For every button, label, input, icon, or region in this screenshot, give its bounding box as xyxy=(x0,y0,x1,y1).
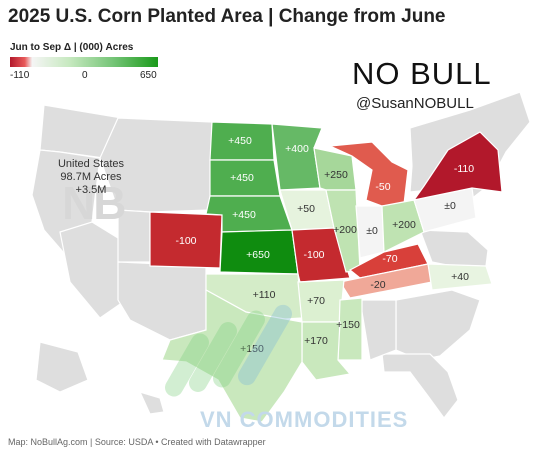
us-total-name: United States xyxy=(57,158,125,170)
us-total-change: +3.5M xyxy=(75,184,107,196)
label-mn: +400 xyxy=(285,143,309,155)
state-labels: +450 +400 +450 +250 -50 -110 +450 +50 +2… xyxy=(175,135,474,355)
label-in: ±0 xyxy=(366,225,378,237)
watermark-stripe-2 xyxy=(189,322,237,392)
label-tx: +150 xyxy=(240,343,264,355)
label-ar: +70 xyxy=(307,295,325,307)
label-nc: +40 xyxy=(451,271,469,283)
state-tx xyxy=(161,288,303,423)
state-ak xyxy=(35,341,89,393)
label-ia: +50 xyxy=(297,203,315,215)
label-ny: -110 xyxy=(454,163,474,175)
vn-commodities-watermark: VN COMMODITIES xyxy=(200,407,409,432)
us-total-acres: 98.7M Acres xyxy=(60,171,122,183)
label-sd: +450 xyxy=(230,172,254,184)
watermark-stripes xyxy=(165,304,292,397)
state-al xyxy=(359,299,397,361)
label-ks: +650 xyxy=(246,249,270,261)
label-wi: +250 xyxy=(324,169,348,181)
label-tn: -20 xyxy=(370,279,385,291)
legend-color-scale xyxy=(10,57,158,67)
label-mi: -50 xyxy=(375,181,390,193)
label-ok: +110 xyxy=(253,289,276,301)
watermark-stripe-1 xyxy=(165,333,209,397)
label-mo: -100 xyxy=(303,249,324,261)
source-credits: Map: NoBullAg.com | Source: USDA • Creat… xyxy=(8,437,266,447)
legend-mid-label: 0 xyxy=(82,70,88,81)
nobull-watermark-logo: NB xyxy=(62,177,126,229)
state-ny xyxy=(412,131,503,201)
label-co: -100 xyxy=(175,235,196,247)
state-mn xyxy=(271,123,323,191)
state-ga-sc-al xyxy=(395,289,481,361)
legend-max-label: 650 xyxy=(140,70,157,81)
state-va-wv xyxy=(419,229,489,269)
label-ky: -70 xyxy=(382,253,397,265)
brand-handle: @SusanNOBULL xyxy=(356,95,474,112)
legend-min-label: -110 xyxy=(10,70,30,81)
state-nc xyxy=(427,263,493,291)
label-il: +200 xyxy=(333,224,357,236)
state-mo xyxy=(291,227,351,283)
state-fl xyxy=(381,353,459,419)
us-total-annotation: United States 98.7M Acres +3.5M xyxy=(46,158,136,197)
watermark-stripe-4 xyxy=(238,304,292,386)
corn-states xyxy=(149,121,503,423)
label-oh: +200 xyxy=(392,219,416,231)
label-nd: +450 xyxy=(228,135,252,147)
chart-title: 2025 U.S. Corn Planted Area | Change fro… xyxy=(8,6,446,27)
nobull-logo: NO BULL xyxy=(352,56,492,91)
watermark-stripe-3 xyxy=(213,310,265,388)
label-la: +170 xyxy=(304,335,328,347)
state-ky xyxy=(348,243,429,279)
label-ms: +150 xyxy=(336,319,360,331)
state-nm-az xyxy=(117,261,207,341)
state-az-ca-south xyxy=(59,221,127,319)
label-pa: ±0 xyxy=(444,200,456,212)
state-hi xyxy=(138,391,165,415)
label-ne: +450 xyxy=(232,209,256,221)
legend-title: Jun to Sep Δ | (000) Acres xyxy=(10,42,134,53)
